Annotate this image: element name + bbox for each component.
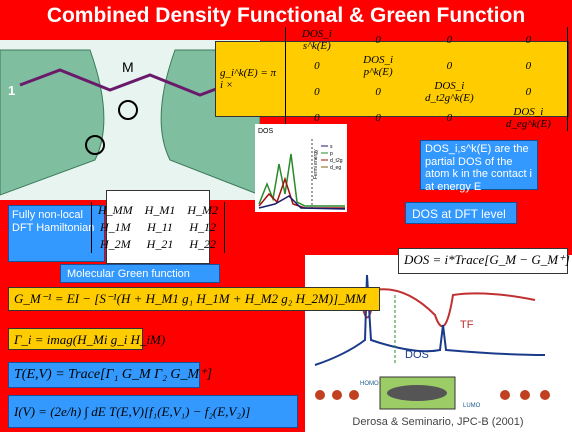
matrix-cell: H_11: [139, 219, 182, 236]
matrix-cell: 0: [409, 53, 490, 79]
matrix-cell: DOS_i p^k(E): [347, 53, 409, 79]
matrix-cell: H_21: [139, 236, 182, 253]
dft-dos-note: DOS at DFT level: [405, 202, 517, 224]
legend-label: p: [330, 151, 333, 157]
homo-label: HOMO: [360, 381, 379, 387]
transmission-formula: T(E,V) = Trace[Γ₁ G_M Γ₂ G_M⁺]: [8, 362, 200, 388]
matrix-cell: 0: [347, 79, 409, 105]
matrix-cell: DOS_i s^k(E): [286, 27, 347, 53]
matrix-cell: H_2M: [92, 236, 139, 253]
matrix-cell: H_MM: [92, 202, 139, 219]
molecule-image: [387, 385, 447, 401]
partial-dos-note: DOS_i,s^k(E) are the partial DOS of the …: [420, 140, 538, 190]
slide-title: Combined Density Functional & Green Func…: [0, 4, 572, 28]
matrix-cell: 0: [490, 27, 568, 53]
matrix-cell: H_12: [181, 219, 224, 236]
molecule-label: M: [122, 59, 134, 75]
matrix-cell: 0: [347, 27, 409, 53]
matrix-cell: H_M1: [139, 202, 182, 219]
matrix-cell: 0: [490, 53, 568, 79]
matrix-cell: H_22: [181, 236, 224, 253]
formula-lhs: g_i^k(E) = π i ×: [216, 67, 285, 91]
matrix-cell: H_1M: [92, 219, 139, 236]
matrix-cell: 0: [409, 27, 490, 53]
legend-label: d_t2g: [330, 158, 343, 164]
green-note: Molecular Green function: [60, 264, 220, 283]
matrix-cell: 0: [490, 79, 568, 105]
matrix-cell: 0: [347, 105, 409, 131]
matrix-cell: 0: [286, 53, 347, 79]
matrix-cell: H_M2: [181, 202, 224, 219]
gamma-formula: Γ_i = imag(H_Mi g_i H_iM): [8, 328, 143, 350]
matrix-cell: DOS_i d_t2g^k(E): [409, 79, 490, 105]
matrix-cell: 0: [286, 79, 347, 105]
fermi-label: Fermi energy: [313, 149, 319, 179]
axis-label: DOS: [258, 128, 274, 135]
gm-formula: G_M⁻¹ = EI − [S⁻¹(H + H_M1 g₁ H_1M + H_M…: [8, 287, 380, 311]
dos-formula: DOS = i*Trace[G_M − G_M⁺]: [398, 248, 568, 274]
contact-label: 1: [8, 83, 15, 98]
dos-label: DOS: [405, 349, 429, 361]
slide: Combined Density Functional & Green Func…: [0, 0, 572, 432]
citation: Derosa & Seminario, JPC-B (2001): [352, 416, 523, 428]
matrix-cell: 0: [409, 105, 490, 131]
current-formula: I(V) = (2e/h) ∫ dE T(E,V)[f₁(E,V₁) − f₂(…: [8, 395, 298, 428]
legend-label: d_eg: [330, 165, 341, 171]
tf-label: TF: [460, 319, 474, 331]
transmission-panel: TF DOS HOMO LUMO Derosa & Seminario, JPC…: [305, 255, 572, 432]
lumo-label: LUMO: [463, 403, 481, 409]
matrix-cell: DOS_i d_eg^k(E): [490, 105, 568, 131]
